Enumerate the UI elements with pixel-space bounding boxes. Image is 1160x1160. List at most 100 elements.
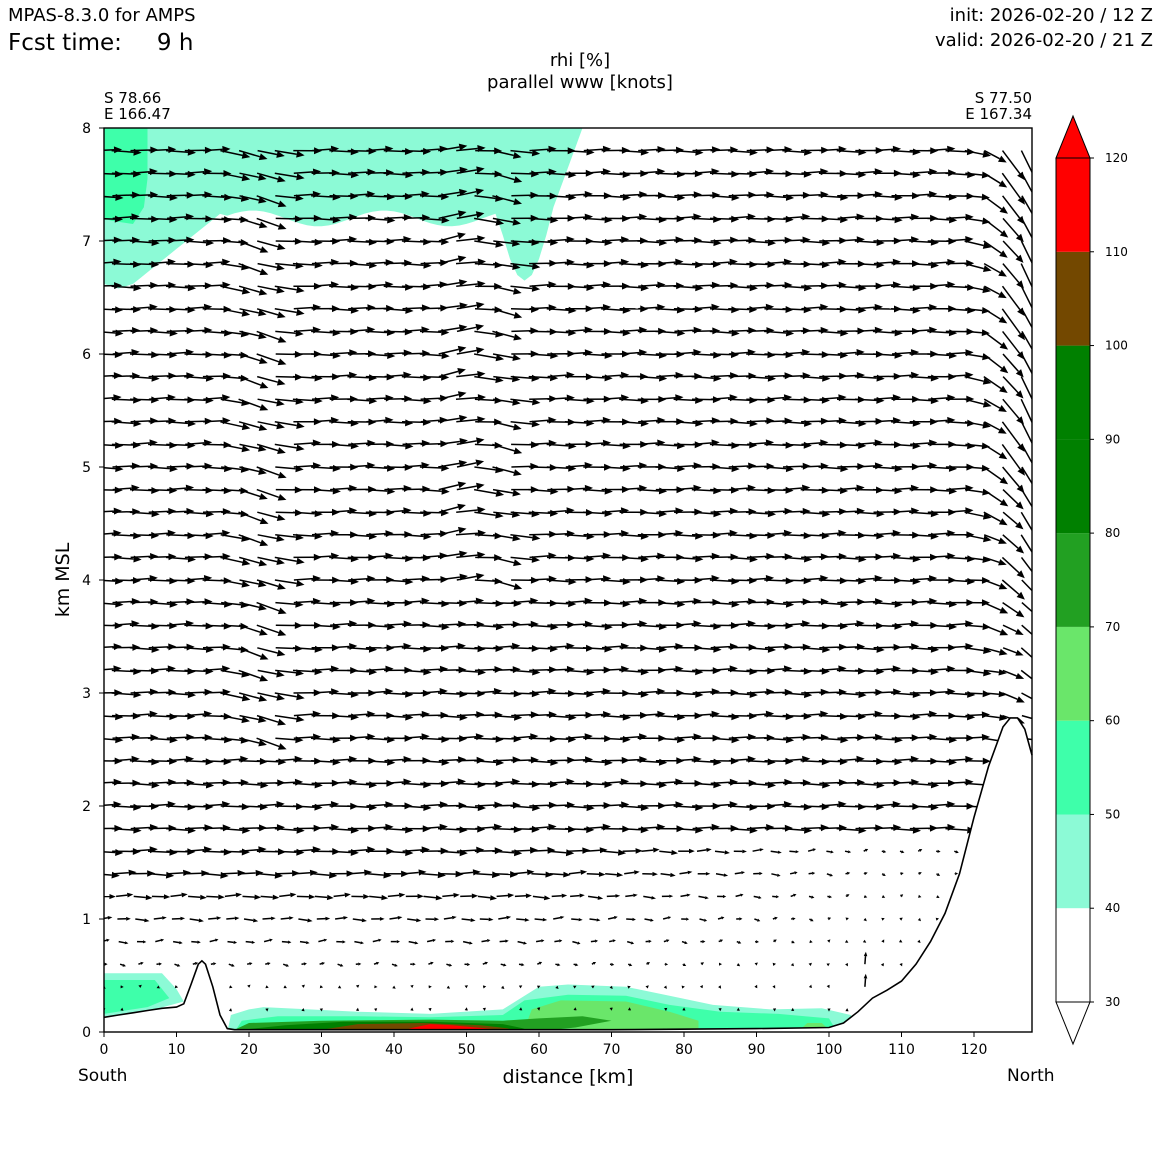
wind-arrow bbox=[736, 917, 743, 921]
wind-arrow bbox=[516, 918, 530, 922]
wind-arrow bbox=[1002, 534, 1025, 554]
wind-arrow bbox=[337, 963, 344, 967]
wind-arrow bbox=[295, 869, 318, 876]
wind-arrow bbox=[319, 1008, 323, 1012]
wind-arrow bbox=[114, 869, 137, 876]
wind-arrow bbox=[537, 961, 543, 965]
wind-arrow bbox=[530, 846, 556, 854]
wind-arrow bbox=[746, 552, 775, 560]
wind-arrow bbox=[680, 893, 691, 898]
wind-arrow bbox=[238, 353, 268, 364]
wind-arrow bbox=[845, 894, 850, 898]
wind-arrow bbox=[808, 984, 812, 988]
wind-arrow bbox=[728, 508, 757, 516]
wind-arrow bbox=[247, 984, 251, 988]
wind-arrow bbox=[274, 692, 305, 701]
wind-arrow bbox=[585, 847, 608, 854]
wind-arrow bbox=[880, 963, 884, 967]
wind-arrow bbox=[383, 192, 413, 200]
wind-arrow bbox=[964, 285, 991, 294]
wind-arrow bbox=[964, 262, 992, 272]
colorbar-tick-label: 70 bbox=[1105, 620, 1120, 634]
section-end-lat: S 77.50 bbox=[974, 89, 1032, 107]
wind-arrow bbox=[238, 647, 269, 660]
wind-arrow bbox=[384, 531, 413, 538]
wind-arrow bbox=[692, 598, 721, 606]
wind-arrow bbox=[138, 984, 142, 988]
wind-arrow bbox=[1021, 444, 1032, 465]
wind-arrow bbox=[274, 149, 305, 158]
wind-arrow bbox=[641, 847, 660, 853]
wind-arrow bbox=[826, 984, 830, 989]
colorbar-tick-label: 100 bbox=[1105, 339, 1128, 353]
wind-arrow bbox=[1021, 714, 1032, 720]
wind-arrow bbox=[274, 443, 305, 452]
wind-arrow bbox=[104, 486, 123, 494]
wind-arrow bbox=[808, 895, 815, 899]
wind-arrow bbox=[609, 1007, 613, 1011]
wind-arrow bbox=[130, 531, 160, 539]
wind-arrow bbox=[754, 962, 758, 966]
wind-arrow bbox=[965, 733, 990, 741]
wind-arrow bbox=[318, 938, 328, 943]
wind-arrow bbox=[709, 306, 740, 314]
wind-arrow bbox=[983, 466, 1009, 485]
wind-arrow bbox=[790, 893, 797, 898]
wind-arrow bbox=[104, 689, 123, 697]
wind-arrow bbox=[728, 643, 757, 651]
wind-arrow bbox=[337, 985, 342, 989]
wind-arrow bbox=[220, 172, 251, 182]
wind-arrow bbox=[697, 872, 711, 876]
wind-arrow bbox=[789, 871, 798, 875]
wind-arrow bbox=[256, 579, 286, 590]
wind-arrow bbox=[510, 285, 541, 292]
wind-arrow bbox=[674, 372, 703, 380]
wind-arrow bbox=[151, 894, 171, 900]
wind-arrow bbox=[226, 916, 240, 921]
wind-arrow bbox=[753, 871, 763, 876]
wind-arrow bbox=[239, 579, 267, 588]
wind-arrow bbox=[384, 395, 413, 403]
wind-arrow bbox=[917, 849, 923, 852]
wind-arrow bbox=[256, 443, 286, 454]
wind-arrow bbox=[863, 918, 867, 922]
wind-arrow bbox=[531, 871, 554, 878]
wind-arrow bbox=[239, 443, 267, 452]
wind-arrow bbox=[1001, 172, 1025, 205]
wind-arrow bbox=[492, 217, 521, 226]
wind-arrow bbox=[456, 645, 486, 653]
wind-arrow bbox=[753, 895, 762, 899]
wind-arrow bbox=[446, 985, 450, 989]
wind-arrow bbox=[475, 554, 503, 562]
wind-arrow bbox=[365, 329, 396, 336]
wind-arrow bbox=[655, 282, 685, 290]
wind-arrow bbox=[442, 892, 460, 898]
wind-arrow bbox=[646, 962, 650, 965]
wind-arrow bbox=[228, 963, 235, 967]
wind-arrow bbox=[510, 398, 541, 406]
x-tick-label: 90 bbox=[748, 1042, 766, 1058]
wind-arrow bbox=[477, 895, 497, 901]
colorbar-tick-label: 50 bbox=[1105, 807, 1120, 821]
wind-arrow bbox=[402, 439, 430, 447]
wind-arrow bbox=[116, 892, 134, 898]
wind-arrow bbox=[265, 962, 271, 966]
wind-arrow bbox=[355, 962, 362, 966]
wind-arrow bbox=[1002, 217, 1024, 243]
wind-arrow bbox=[148, 824, 177, 832]
wind-arrow bbox=[764, 778, 793, 786]
wind-arrow bbox=[770, 850, 782, 854]
wind-arrow bbox=[374, 1008, 378, 1012]
x-tick-label: 100 bbox=[816, 1042, 843, 1058]
wind-arrow bbox=[474, 711, 503, 719]
wind-arrow bbox=[112, 643, 141, 651]
wind-arrow bbox=[809, 940, 813, 944]
wind-arrow bbox=[256, 217, 287, 230]
wind-arrow bbox=[111, 577, 141, 584]
wind-arrow bbox=[679, 870, 693, 875]
y-tick-label: 5 bbox=[82, 460, 91, 476]
wind-arrow bbox=[220, 669, 250, 678]
wind-arrow bbox=[104, 713, 124, 721]
wind-arrow bbox=[130, 802, 159, 810]
wind-arrow bbox=[437, 279, 468, 287]
